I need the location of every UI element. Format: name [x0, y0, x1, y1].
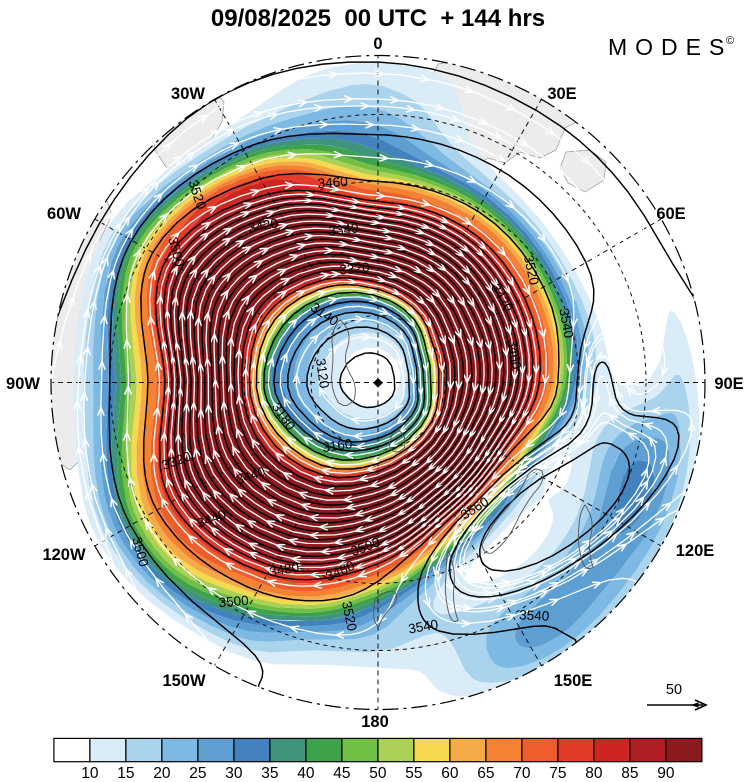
svg-text:30W: 30W: [171, 85, 205, 103]
svg-text:3340: 3340: [328, 220, 359, 238]
svg-text:90E: 90E: [714, 375, 743, 393]
svg-text:60: 60: [441, 765, 459, 782]
svg-text:150E: 150E: [554, 672, 593, 690]
svg-text:3540: 3540: [407, 617, 439, 637]
svg-text:40: 40: [297, 765, 315, 782]
svg-text:80: 80: [585, 765, 603, 782]
svg-text:120E: 120E: [676, 542, 715, 560]
svg-text:15: 15: [117, 765, 134, 782]
svg-text:3500: 3500: [218, 593, 249, 611]
svg-text:90: 90: [657, 765, 675, 782]
svg-text:75: 75: [549, 765, 566, 782]
svg-text:85: 85: [621, 765, 638, 782]
svg-text:180: 180: [361, 713, 389, 731]
svg-text:120W: 120W: [42, 546, 86, 564]
svg-text:45: 45: [333, 765, 350, 782]
svg-text:60W: 60W: [47, 205, 81, 223]
svg-text:25: 25: [189, 765, 206, 782]
svg-text:3540: 3540: [519, 607, 550, 624]
svg-text:3480: 3480: [268, 560, 300, 580]
svg-text:35: 35: [261, 765, 278, 782]
svg-text:3540: 3540: [556, 307, 576, 339]
svg-text:3420: 3420: [247, 216, 279, 236]
svg-text:0: 0: [373, 35, 382, 53]
svg-text:3460: 3460: [505, 338, 524, 370]
svg-text:50: 50: [369, 765, 387, 782]
svg-text:90W: 90W: [6, 375, 40, 393]
svg-text:150W: 150W: [162, 672, 206, 690]
svg-text:30E: 30E: [547, 85, 576, 103]
svg-text:©: ©: [726, 35, 734, 47]
svg-text:60E: 60E: [656, 205, 685, 223]
svg-text:55: 55: [405, 765, 422, 782]
svg-text:MODES: MODES: [608, 34, 732, 60]
svg-text:65: 65: [477, 765, 494, 782]
svg-text:3120: 3120: [313, 357, 332, 389]
svg-text:09/08/2025 00 UTC + 144 hrs: 09/08/2025 00 UTC + 144 hrs: [211, 5, 545, 32]
svg-text:3520: 3520: [339, 600, 360, 633]
svg-text:70: 70: [513, 765, 531, 782]
svg-text:3220: 3220: [339, 259, 370, 277]
svg-text:30: 30: [225, 765, 243, 782]
svg-text:10: 10: [81, 765, 99, 782]
svg-text:3520: 3520: [521, 254, 542, 287]
svg-text:3460: 3460: [317, 174, 348, 191]
svg-text:50: 50: [666, 682, 682, 698]
svg-text:3160: 3160: [321, 436, 353, 455]
svg-text:20: 20: [153, 765, 171, 782]
